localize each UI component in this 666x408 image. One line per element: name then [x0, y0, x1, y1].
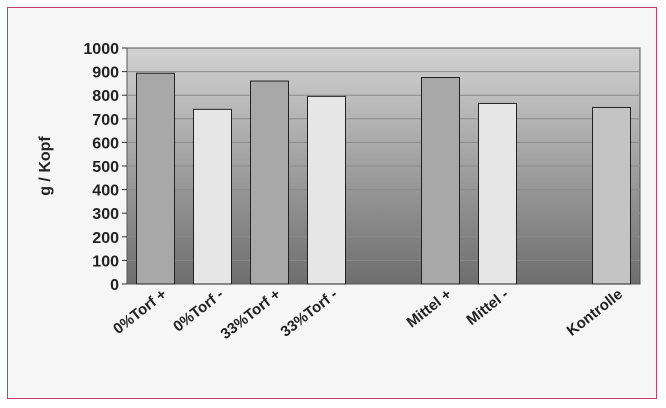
bar-7 — [478, 102, 517, 285]
bar-4 — [307, 95, 346, 285]
y-tick-label-300: 300 — [92, 206, 119, 223]
y-tick-label-400: 400 — [92, 183, 119, 200]
bar-chart: 0 100 200 300 400 500 600 700 800 900 1000 0%Torf … — [37, 41, 641, 343]
bar-9 — [592, 106, 631, 285]
y-tick-label-100: 100 — [92, 253, 119, 270]
y-tick-label-700: 700 — [92, 112, 119, 129]
y-tick-label-800: 800 — [92, 88, 119, 105]
x-category-label-9: Kontrolle — [564, 286, 626, 340]
y-tick-label-1000: 1000 — [83, 41, 119, 58]
bar-6 — [421, 77, 460, 285]
x-axis-labels: 0%Torf +0%Torf -33%Torf +33%Torf - Mittel… — [110, 286, 626, 343]
bars — [136, 72, 631, 285]
y-axis-ticks: 0 100 200 300 400 500 600 700 800 900 1000 — [83, 41, 127, 294]
y-tick-label-600: 600 — [92, 135, 119, 152]
y-tick-label-500: 500 — [92, 159, 119, 176]
y-tick-label-200: 200 — [92, 230, 119, 247]
y-axis-label: g / Kopf — [37, 136, 54, 196]
x-category-label-6: Mittel + — [403, 286, 455, 332]
bar-3 — [250, 80, 289, 285]
x-category-label-1: 0%Torf + — [110, 286, 170, 338]
y-tick-label-0: 0 — [110, 277, 119, 294]
y-tick-label-900: 900 — [92, 65, 119, 82]
x-category-label-7: Mittel - — [463, 286, 512, 329]
x-category-label-3: 33%Torf + — [218, 286, 285, 343]
bar-2 — [193, 108, 232, 285]
bar-1 — [136, 72, 175, 285]
x-category-label-4: 33%Torf - — [278, 286, 341, 341]
chart-frame: 0 100 200 300 400 500 600 700 800 900 1000 0%Torf … — [7, 7, 657, 399]
